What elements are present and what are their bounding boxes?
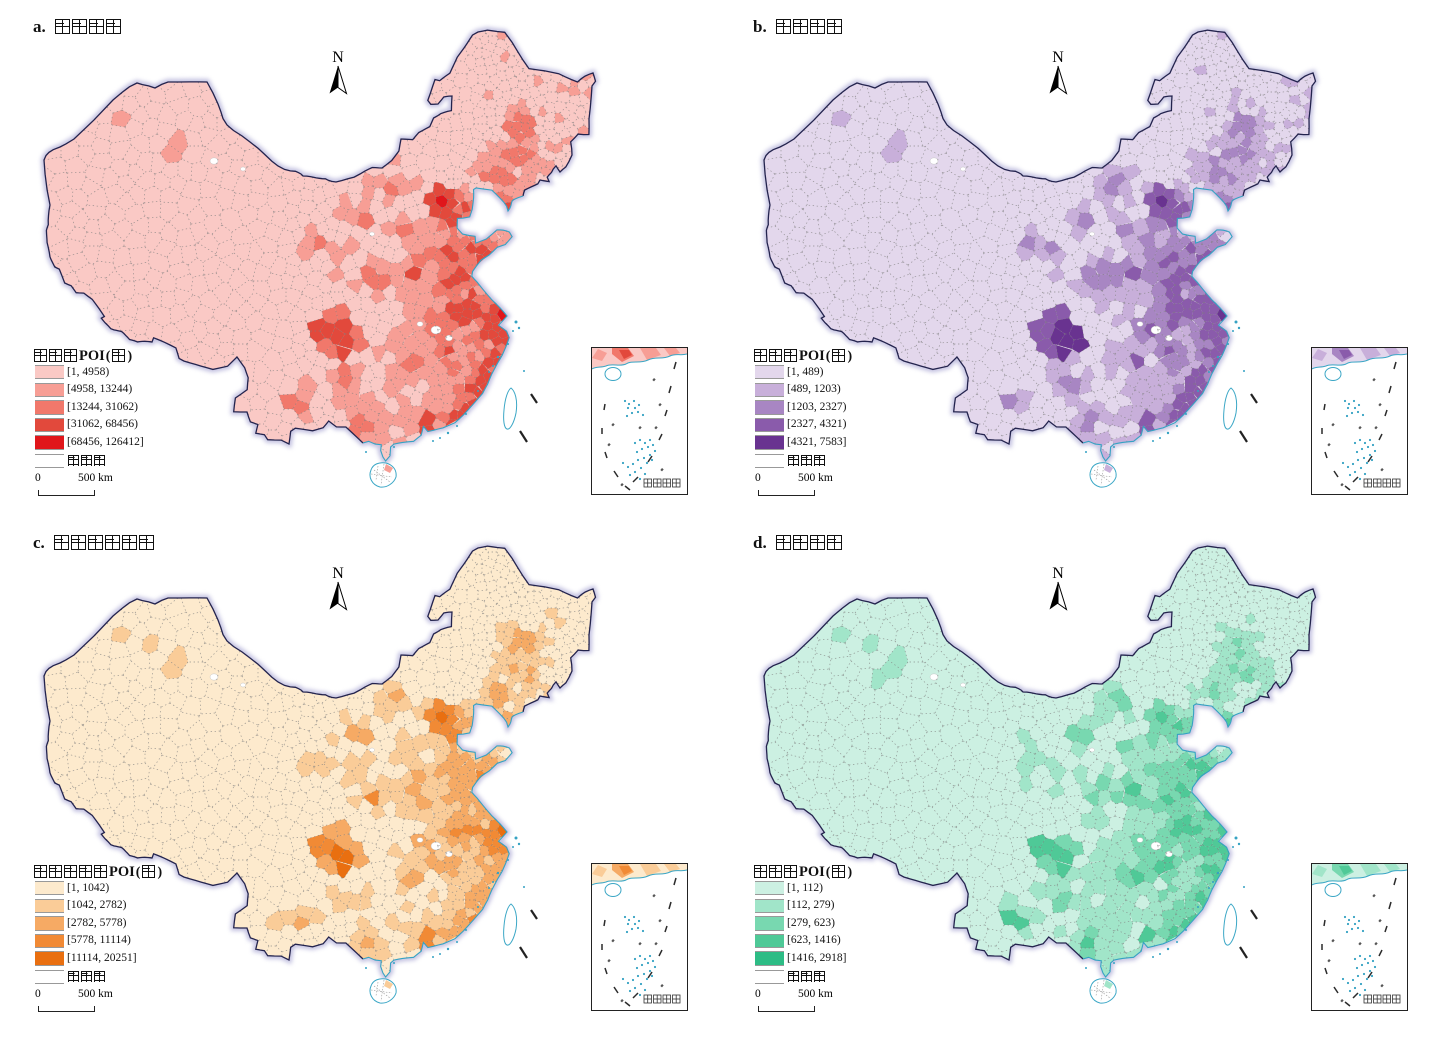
svg-text:N: N [332,49,344,66]
svg-text:N: N [1052,565,1064,582]
svg-text:N: N [332,565,344,582]
svg-text:N: N [1052,49,1064,66]
